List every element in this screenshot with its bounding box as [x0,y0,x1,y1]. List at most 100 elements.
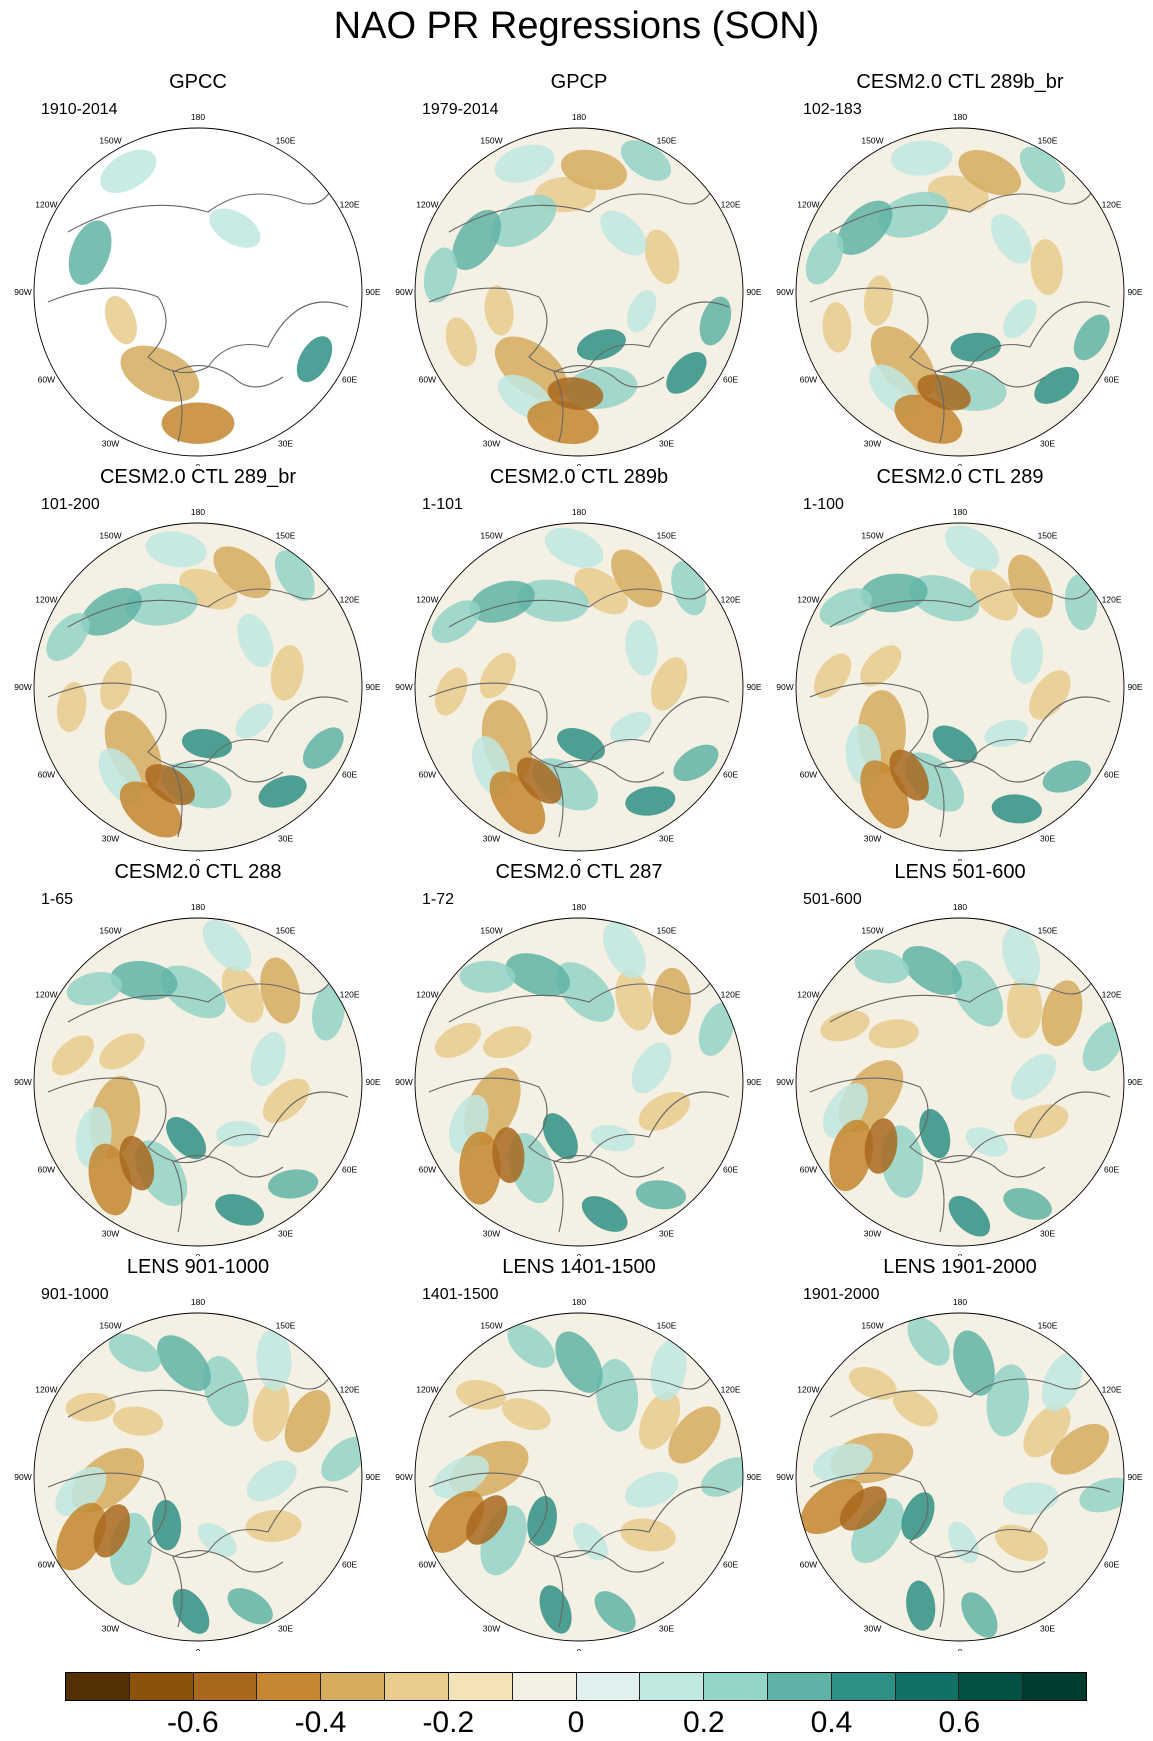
coastline [934,1550,1046,1628]
map-border [33,1312,363,1642]
longitude-label: 30E [278,1624,293,1634]
anomaly-patch [1034,366,1080,404]
polar-map: 180 150E 120E 90E 60E 30E 0 30W 60W 90W 120W 150W [14,1297,381,1651]
longitude-label: 150W [480,925,502,935]
longitude-label: 0 [196,462,201,466]
anomaly-patch [620,1518,676,1552]
longitude-label: 60W [800,375,817,385]
anomaly-patch [1002,1482,1059,1515]
longitude-label: 90E [746,1472,761,1482]
longitude-label: 120W [416,990,438,1000]
longitude-label: 90W [395,1472,412,1482]
anomaly-patch [631,1042,672,1094]
anomaly-patch [594,1591,636,1633]
longitude-label: 180 [572,112,586,122]
anomaly-patch [152,1499,182,1551]
anomaly-patch [215,1194,264,1226]
longitude-label: 0 [577,1647,582,1651]
longitude-label: 150W [861,1320,883,1330]
anomaly-patch [145,531,207,568]
longitude-label: 60E [1104,1560,1119,1570]
anomaly-patch [112,1406,164,1436]
map-panel: 180 150E 120E 90E 60E 30E 0 30W 60W 90W 120W 150W LE… [770,860,1150,1256]
coastline [934,760,1046,838]
longitude-label: 60E [723,770,738,780]
panel-title: GPCP [550,71,608,93]
anomaly-patch [650,657,688,711]
anomaly-patch [56,1502,106,1571]
anomaly-patch [812,1443,873,1482]
longitude-label: 60E [723,1560,738,1570]
longitude-label: 150W [861,135,883,145]
anomaly-patch [246,1460,297,1502]
anomaly-patch [490,194,557,248]
longitude-label: 90W [14,1472,31,1482]
longitude-label: 150W [99,925,121,935]
longitude-label: 90W [395,682,412,692]
longitude-label: 60W [419,1560,436,1570]
anomaly-patch [854,949,910,984]
longitude-label: 60E [1104,1165,1119,1175]
anomaly-patch [1064,574,1098,631]
longitude-label: 30W [102,1624,119,1634]
anomaly-patch [1010,1053,1057,1100]
polar-map: 180 150E 120E 90E 60E 30E 0 30W 60W 90W 120W 150W [776,507,1143,861]
coastline [428,287,730,374]
longitude-label: 90W [14,287,31,297]
longitude-label: 0 [577,857,582,861]
longitude-label: 30E [1040,834,1055,844]
longitude-label: 150W [861,530,883,540]
anomaly-patch [666,352,707,394]
colorbar-tick-label: 0 [567,1706,585,1739]
anomaly-patch [203,1355,249,1427]
longitude-label: 30W [102,834,119,844]
anomaly-patch [110,961,178,1001]
longitude-label: 180 [572,1297,586,1307]
anomaly-patch [1030,239,1063,296]
anomaly-patch [1010,627,1044,684]
longitude-label: 60W [419,770,436,780]
panel-period: 1-65 [41,891,74,908]
anomaly-patch [1003,1188,1052,1220]
map-border [33,522,363,852]
anomaly-patch [620,140,672,181]
anomaly-patch [932,725,978,763]
panel-period: 1-100 [803,496,844,513]
colorbar-swatch [640,1673,705,1700]
anomaly-patch [452,209,502,270]
colorbar-swatch [959,1673,1024,1700]
map-border [414,917,744,1247]
polar-map: 180 150E 120E 90E 60E 30E 0 30W 60W 90W 120W 150W [14,112,381,466]
longitude-label: 30E [659,1624,674,1634]
anomaly-patch [182,728,232,759]
anomaly-patch [892,1389,938,1427]
anomaly-patch [213,546,271,599]
anomaly-patch [917,374,971,411]
longitude-label: 150W [99,530,121,540]
coastline [553,1155,665,1233]
longitude-label: 120W [35,200,57,210]
map-panel: 180 150E 120E 90E 60E 30E 0 30W 60W 90W 120W 150W LE… [8,1255,388,1651]
anomaly-patch [202,919,252,972]
panel-title: CESM2.0 CTL 287 [495,861,663,883]
anomaly-patch [864,1118,898,1174]
map-border [795,1312,1125,1642]
anomaly-patch [166,1117,207,1160]
anomaly-patch [860,573,928,613]
longitude-label: 120W [797,990,819,1000]
longitude-label: 150W [861,925,883,935]
longitude-label: 180 [953,507,967,517]
longitude-label: 90E [365,1077,380,1087]
colorbar-swatch [576,1673,641,1700]
anomaly-patch [125,583,198,626]
anomaly-patch [120,345,200,402]
longitude-label: 30W [864,1624,881,1634]
coastline [809,1077,1111,1164]
anomaly-patch [516,757,562,804]
anomaly-patch [221,965,264,1023]
map-border [795,127,1125,457]
anomaly-patch [991,794,1042,824]
anomaly-patch [483,1026,532,1059]
map-background [34,918,362,1246]
longitude-label: 60W [800,1560,817,1570]
